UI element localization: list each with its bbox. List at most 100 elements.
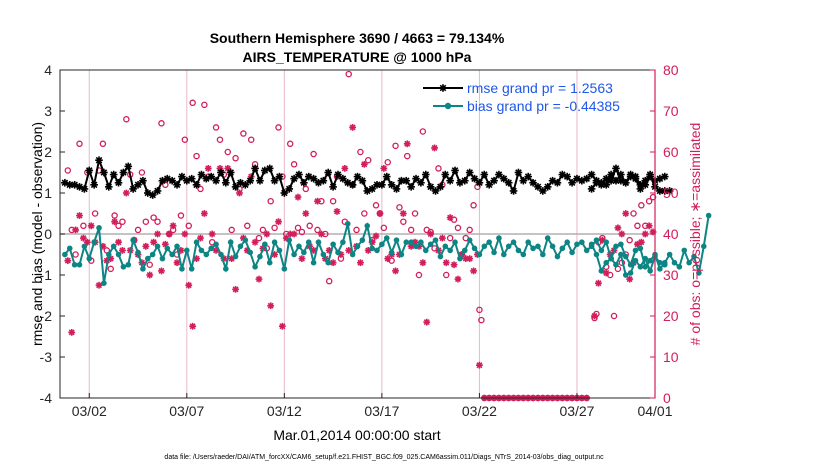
obs-assimilated-point <box>438 234 446 242</box>
obs-assimilated-point-stroke <box>154 230 161 238</box>
rmse-point-stroke <box>193 181 200 189</box>
bias-point <box>169 251 175 258</box>
bias-point <box>164 245 171 252</box>
rmse-point <box>95 156 103 164</box>
bias-point <box>247 249 254 256</box>
bias-point <box>403 239 410 245</box>
obs-assimilated-point <box>380 165 388 172</box>
rmse-point <box>587 185 596 193</box>
obs-assimilated-point <box>275 218 282 226</box>
obs-assimilated-point-stroke <box>326 247 333 254</box>
bias-point <box>637 245 644 252</box>
rmse-point-stroke <box>61 179 69 187</box>
rmse-point-stroke <box>612 165 620 172</box>
rmse-point-stroke <box>656 187 664 195</box>
obs-possible-point <box>361 210 368 217</box>
rmse-point <box>402 176 411 185</box>
obs-assimilated-point <box>427 230 435 238</box>
bias-point <box>593 251 600 258</box>
x-tick-label: 03/22 <box>462 403 497 419</box>
bias-point <box>296 243 302 250</box>
bias-point <box>676 264 683 270</box>
rmse-point <box>509 187 518 195</box>
bias-point <box>657 266 663 272</box>
obs-possible-point <box>380 224 388 232</box>
obs-assimilated-point-stroke <box>80 235 87 242</box>
rmse-point <box>104 183 113 191</box>
rmse-point <box>256 176 264 185</box>
obs-assimilated-point <box>158 267 165 275</box>
rmse-point-stroke <box>529 179 537 187</box>
obs-assimilated-point <box>637 238 645 246</box>
obs-assimilated-point <box>618 230 626 238</box>
bias-point <box>613 261 619 268</box>
rmse-point-stroke <box>251 165 259 172</box>
bias-point <box>442 243 449 250</box>
bias-point <box>383 235 390 241</box>
obs-possible-point <box>275 124 282 131</box>
obs-assimilated-point <box>372 232 380 240</box>
bias-point <box>105 251 112 258</box>
bias-point <box>354 243 361 250</box>
obs-assimilated-point-stroke <box>314 198 321 205</box>
obs-assimilated-point-stroke <box>302 210 309 217</box>
rmse-point <box>441 170 450 179</box>
obs-assimilated-point <box>122 189 130 197</box>
bias-point <box>510 239 517 245</box>
bias-point <box>369 245 375 252</box>
x-tick-label: 03/17 <box>364 403 399 419</box>
obs-assimilated-point <box>290 230 298 238</box>
obs-possible-point <box>403 152 411 160</box>
obs-assimilated-point-stroke <box>470 267 477 274</box>
obs-assimilated-point-stroke <box>96 282 103 289</box>
x-axis-label: Mar.01,2014 00:00:00 start <box>273 427 440 443</box>
obs-possible-point <box>364 156 372 164</box>
obs-possible-point <box>216 136 224 143</box>
obs-assimilated-point-stroke <box>193 255 200 262</box>
rmse-point <box>378 181 386 189</box>
obs-assimilated-point <box>68 329 76 336</box>
bias-point <box>379 241 385 248</box>
rmse-point-stroke <box>95 156 103 164</box>
bias-point <box>110 243 117 250</box>
bias-point <box>71 261 78 268</box>
obs-possible-point <box>115 222 122 230</box>
y-right-tick-label: 40 <box>663 226 679 242</box>
bias-point <box>203 251 210 258</box>
rmse-point <box>173 181 181 189</box>
obs-assimilated-point <box>392 267 399 275</box>
obs-assimilated-point-stroke <box>334 208 341 215</box>
rmse-point-stroke <box>85 167 93 174</box>
obs-assimilated-point-stroke <box>181 230 188 238</box>
rmse-point-stroke <box>295 171 303 178</box>
rmse-point-stroke <box>115 179 122 187</box>
bias-point <box>637 264 644 270</box>
rmse-point-stroke <box>461 177 469 185</box>
rmse-point <box>134 181 142 189</box>
y-right-tick-label: 30 <box>663 267 679 283</box>
bias-point <box>86 255 93 262</box>
obs-assimilated-point <box>263 230 271 238</box>
rmse-point-stroke <box>256 177 264 185</box>
obs-assimilated-point <box>423 318 431 326</box>
obs-assimilated-point <box>419 259 427 267</box>
chart-subtitle: AIRS_TEMPERATURE @ 1000 hPa <box>243 49 472 65</box>
rmse-point-stroke <box>320 177 327 185</box>
y-left-tick-label: 1 <box>44 185 52 201</box>
rmse-point-stroke <box>100 169 108 176</box>
rmse-point <box>460 176 469 185</box>
obs-assimilated-point-stroke <box>380 165 387 172</box>
obs-assimilated-point-stroke <box>423 319 430 326</box>
bias-point <box>237 243 244 250</box>
rmse-point-stroke <box>505 179 512 187</box>
rmse-point-stroke <box>173 181 181 189</box>
obs-assimilated-point-stroke <box>361 161 368 168</box>
bias-point <box>481 243 488 250</box>
rmse-point <box>178 172 186 181</box>
rmse-point-stroke <box>554 179 561 187</box>
rmse-point <box>124 162 133 171</box>
obs-possible-point <box>638 202 645 209</box>
obs-possible-point <box>193 152 200 160</box>
rmse-point-stroke <box>451 167 459 174</box>
obs-assimilated-point-stroke <box>236 189 243 197</box>
